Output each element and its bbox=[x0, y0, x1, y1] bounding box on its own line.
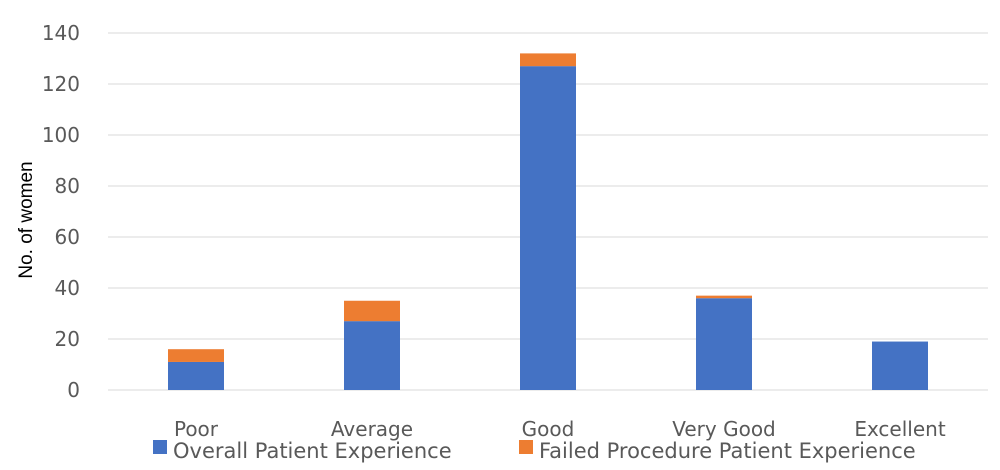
y-axis-ticks: 0 20 40 60 80 100 120 140 bbox=[42, 21, 80, 402]
legend-swatch bbox=[153, 440, 167, 454]
y-tick-label: 80 bbox=[55, 174, 80, 198]
legend-label: Failed Procedure Patient Experience bbox=[539, 439, 916, 463]
bar-overall-very-good bbox=[696, 298, 752, 390]
legend-label: Overall Patient Experience bbox=[173, 439, 452, 463]
y-tick-label: 60 bbox=[55, 225, 80, 249]
y-tick-label: 20 bbox=[55, 327, 80, 351]
bar-overall-excellent bbox=[872, 341, 928, 390]
bar-failed-very-good bbox=[696, 295, 752, 299]
bar-failed-poor bbox=[168, 349, 224, 362]
x-tick-label: Good bbox=[522, 417, 575, 441]
y-axis-title: No. of women bbox=[16, 161, 37, 278]
bar-overall-good bbox=[520, 66, 576, 391]
bar-overall-average bbox=[344, 321, 400, 390]
y-tick-label: 0 bbox=[67, 378, 80, 402]
x-tick-label: Excellent bbox=[854, 417, 946, 441]
bar-failed-average bbox=[344, 300, 400, 322]
bar-failed-good bbox=[520, 53, 576, 67]
y-tick-label: 40 bbox=[55, 276, 80, 300]
y-tick-label: 120 bbox=[42, 72, 80, 96]
x-axis-ticks: Poor Average Good Very Good Excellent bbox=[174, 417, 946, 441]
y-tick-label: 100 bbox=[42, 123, 80, 147]
bars bbox=[168, 53, 928, 391]
x-tick-label: Poor bbox=[174, 417, 219, 441]
legend-swatch bbox=[519, 440, 533, 454]
legend: Overall Patient Experience Failed Procedu… bbox=[153, 439, 916, 463]
y-tick-label: 140 bbox=[42, 21, 80, 45]
x-tick-label: Average bbox=[331, 417, 413, 441]
x-tick-label: Very Good bbox=[672, 417, 776, 441]
bar-overall-poor bbox=[168, 361, 224, 390]
